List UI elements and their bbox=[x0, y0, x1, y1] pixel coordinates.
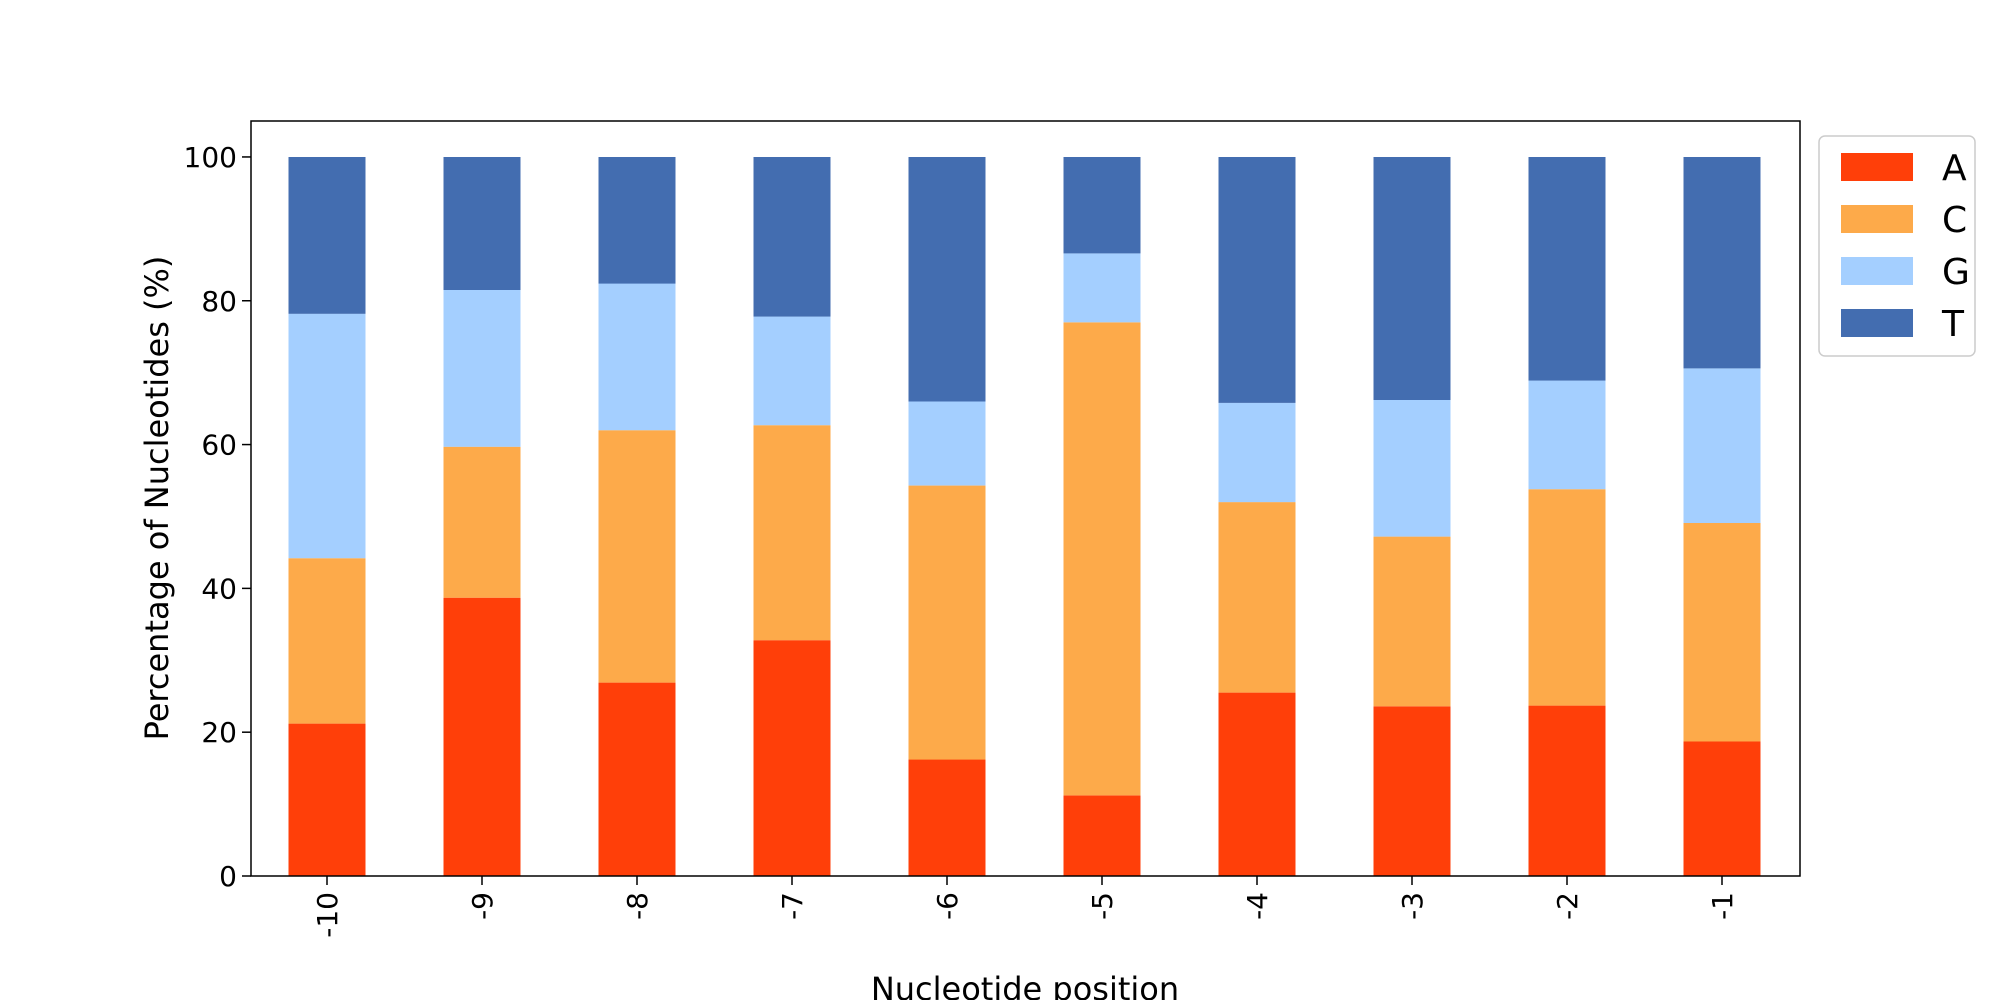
x-tick-label: -6 bbox=[931, 892, 964, 920]
bar-C-pos-9 bbox=[443, 446, 521, 598]
legend-label-A: A bbox=[1942, 148, 1967, 189]
legend-label-T: T bbox=[1941, 304, 1965, 345]
bar-G-pos-1 bbox=[1683, 368, 1761, 523]
x-tick-label: -2 bbox=[1551, 892, 1584, 920]
x-axis: -10 -9 -8 -7 -6 -5 -4 -3 -2 -1 bbox=[311, 876, 1739, 938]
legend-frame bbox=[1818, 135, 1976, 357]
bar-T-pos-4 bbox=[1218, 157, 1296, 403]
x-tick-label: -10 bbox=[311, 892, 344, 938]
bar-C-pos-6 bbox=[908, 485, 986, 760]
legend-swatch-G bbox=[1841, 257, 1913, 285]
bar-T-pos-10 bbox=[288, 157, 366, 314]
bar-T-pos-1 bbox=[1683, 157, 1761, 369]
bar-A-pos-2 bbox=[1528, 705, 1606, 876]
y-axis: 0 20 40 60 80 100 bbox=[184, 141, 251, 893]
bar-T-pos-8 bbox=[598, 157, 676, 284]
legend-swatch-C bbox=[1841, 205, 1913, 233]
bar-C-pos-7 bbox=[753, 425, 831, 641]
bar-G-pos-6 bbox=[908, 401, 986, 486]
bar-G-pos-8 bbox=[598, 283, 676, 431]
bars-layer bbox=[288, 157, 1761, 876]
legend-label-G: G bbox=[1942, 252, 1970, 293]
x-tick-label: -3 bbox=[1396, 892, 1429, 920]
bar-T-pos-6 bbox=[908, 157, 986, 402]
bar-A-pos-6 bbox=[908, 759, 986, 876]
x-axis-title: Nucleotide position bbox=[871, 970, 1179, 1000]
y-tick-label: 20 bbox=[201, 716, 237, 749]
bar-G-pos-3 bbox=[1373, 400, 1451, 537]
bar-A-pos-7 bbox=[753, 640, 831, 876]
bar-A-pos-3 bbox=[1373, 706, 1451, 876]
x-tick-label: -9 bbox=[466, 892, 499, 920]
bar-T-pos-9 bbox=[443, 157, 521, 290]
bar-T-pos-5 bbox=[1063, 157, 1141, 254]
bar-A-pos-10 bbox=[288, 723, 366, 876]
bar-G-pos-10 bbox=[288, 313, 366, 559]
bar-C-pos-10 bbox=[288, 558, 366, 724]
bar-T-pos-7 bbox=[753, 157, 831, 317]
plot-frame bbox=[250, 120, 1801, 877]
x-tick-label: -4 bbox=[1241, 892, 1274, 920]
bar-A-pos-5 bbox=[1063, 795, 1141, 876]
bar-A-pos-8 bbox=[598, 682, 676, 876]
x-tick-label: -5 bbox=[1086, 892, 1119, 920]
bar-T-pos-3 bbox=[1373, 157, 1451, 400]
bar-G-pos-5 bbox=[1063, 253, 1141, 323]
bar-A-pos-9 bbox=[443, 597, 521, 876]
x-tick-label: -1 bbox=[1706, 892, 1739, 920]
bar-G-pos-4 bbox=[1218, 402, 1296, 503]
legend-label-C: C bbox=[1942, 200, 1967, 241]
bar-C-pos-1 bbox=[1683, 522, 1761, 742]
bar-C-pos-3 bbox=[1373, 536, 1451, 707]
bar-A-pos-4 bbox=[1218, 692, 1296, 876]
legend-swatch-A bbox=[1841, 153, 1913, 181]
bar-C-pos-8 bbox=[598, 430, 676, 683]
bar-C-pos-2 bbox=[1528, 489, 1606, 706]
bar-A-pos-1 bbox=[1683, 741, 1761, 876]
x-tick-label: -8 bbox=[621, 892, 654, 920]
legend-swatch-T bbox=[1841, 309, 1913, 337]
y-tick-label: 80 bbox=[201, 285, 237, 318]
bar-C-pos-5 bbox=[1063, 322, 1141, 796]
y-tick-label: 60 bbox=[201, 429, 237, 462]
y-tick-label: 40 bbox=[201, 572, 237, 605]
bar-G-pos-9 bbox=[443, 290, 521, 447]
y-tick-label: 100 bbox=[184, 141, 237, 174]
y-tick-label: 0 bbox=[219, 860, 237, 893]
bar-G-pos-2 bbox=[1528, 380, 1606, 490]
x-tick-label: -7 bbox=[776, 892, 809, 920]
bar-C-pos-4 bbox=[1218, 502, 1296, 693]
y-axis-title: Percentage of Nucleotides (%) bbox=[138, 256, 176, 741]
bar-G-pos-7 bbox=[753, 316, 831, 426]
bar-T-pos-2 bbox=[1528, 157, 1606, 381]
